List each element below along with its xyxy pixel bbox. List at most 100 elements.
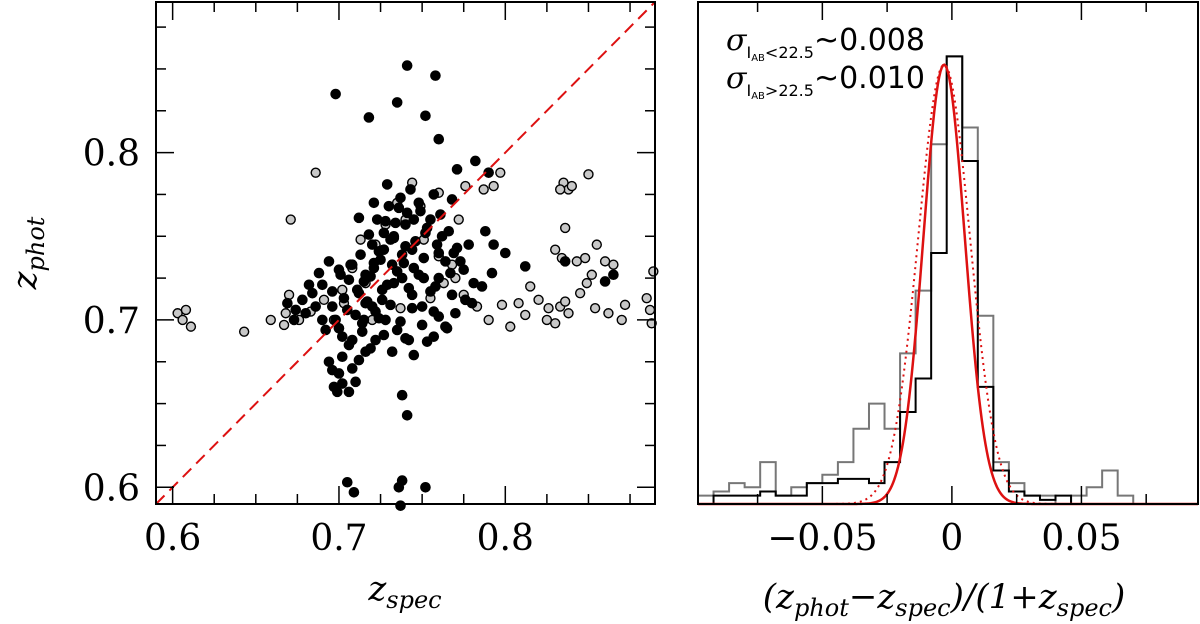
scatter-point-bright xyxy=(401,207,413,219)
scatter-point-faint xyxy=(478,184,489,195)
y-axis-label: zphot xyxy=(5,216,50,290)
y-axis-label-base: z xyxy=(5,270,45,290)
scatter-point-faint xyxy=(395,303,406,314)
histogram-x-axis-label: (zphot−zspec)/(1+zspec) xyxy=(763,577,1125,622)
scatter-point-bright xyxy=(336,378,348,389)
scatter-point-bright xyxy=(350,309,361,321)
scatter-point-faint xyxy=(554,184,566,195)
y-tick-label: 0.6 xyxy=(83,468,140,509)
gaussian-fit-faint xyxy=(698,63,1198,505)
scatter-point-faint xyxy=(505,321,516,332)
scatter-point-bright xyxy=(486,267,498,279)
scatter-point-bright xyxy=(401,60,413,71)
scatter-point-bright xyxy=(378,227,390,239)
scatter-point-faint xyxy=(285,214,296,225)
scatter-point-bright xyxy=(343,274,355,286)
scatter-point-bright xyxy=(383,200,395,212)
scatter-point-bright xyxy=(341,304,353,316)
hist-x-tick-label: 0 xyxy=(940,518,963,559)
scatter-point-bright xyxy=(433,133,445,145)
scatter-point-faint xyxy=(513,298,524,309)
scatter-point-bright xyxy=(300,307,312,319)
scatter-point-bright xyxy=(330,314,341,326)
legend-bright-subsub: AB xyxy=(751,53,765,64)
scatter-point-bright xyxy=(470,155,481,167)
scatter-point-faint xyxy=(495,167,506,178)
scatter-point-bright xyxy=(370,306,381,317)
scatter-point-bright xyxy=(406,302,418,314)
legend-faint: σIAB>22.5~0.010 xyxy=(726,61,925,102)
scatter-point-bright xyxy=(420,481,431,493)
scatter-point-bright xyxy=(346,334,358,346)
scatter-point-bright xyxy=(476,281,488,292)
scatter-point-bright xyxy=(341,476,353,488)
scatter-point-bright xyxy=(303,279,315,291)
scatter-point-faint xyxy=(283,289,295,301)
scatter-point-faint xyxy=(278,319,290,331)
y-axis-label-sub: phot xyxy=(22,216,50,271)
scatter-point-faint xyxy=(616,314,627,326)
scatter-point-bright xyxy=(336,351,348,363)
scatter-point-bright xyxy=(390,217,401,229)
x-tick-label: 0.8 xyxy=(477,518,534,559)
scatter-point-bright xyxy=(370,334,381,346)
scatter-point-faint xyxy=(583,169,594,180)
scatter-point-faint xyxy=(355,234,366,245)
scatter-point-faint xyxy=(543,303,554,314)
scatter-point-faint xyxy=(566,180,578,192)
scatter-point-faint xyxy=(644,304,656,316)
scatter-point-bright xyxy=(398,257,410,269)
scatter-point-faint xyxy=(579,252,591,264)
legend-faint-sigma: σ xyxy=(726,61,748,96)
hist-x-tick-label: 0.05 xyxy=(1041,518,1121,559)
scatter-point-faint xyxy=(589,303,601,314)
scatter-point-bright xyxy=(446,194,458,205)
scatter-point-faint xyxy=(563,308,574,319)
scatter-point-bright xyxy=(395,192,406,204)
scatter-point-faint xyxy=(533,294,544,306)
x-axis-label-sub: spec xyxy=(386,586,441,614)
scatter-point-bright xyxy=(418,272,430,284)
scatter-point-bright xyxy=(355,249,366,260)
x-axis-label: zspec xyxy=(367,569,441,614)
scatter-point-bright xyxy=(445,267,456,279)
scatter-point-bright xyxy=(327,286,338,297)
scatter-point-bright xyxy=(403,334,415,346)
hx-open: ( xyxy=(763,577,777,617)
hx-spec1: spec xyxy=(895,594,950,622)
scatter-point-bright xyxy=(327,301,338,312)
scatter-point-bright xyxy=(323,356,335,368)
scatter-point-bright xyxy=(333,264,345,276)
scatter-point-bright xyxy=(408,349,420,361)
scatter-point-bright xyxy=(345,259,356,271)
hx-mid: )/(1+ xyxy=(950,577,1039,617)
legend-faint-value: ~0.010 xyxy=(814,61,925,96)
scatter-point-bright xyxy=(360,346,371,358)
scatter-point-bright xyxy=(608,269,619,281)
legend-faint-cond: >22.5 xyxy=(765,81,814,100)
scatter-point-bright xyxy=(405,184,416,195)
scatter-x-tick-labels: 0.6 0.7 0.8 xyxy=(144,518,534,559)
scatter-point-bright xyxy=(381,179,393,190)
hx-z3: z xyxy=(1038,577,1058,617)
scatter-point-bright xyxy=(376,294,388,306)
hx-z2: z xyxy=(876,577,896,617)
scatter-point-bright xyxy=(380,314,391,326)
scatter-y-tick-labels: 0.6 0.7 0.8 xyxy=(83,134,140,510)
scatter-point-faint xyxy=(265,314,276,326)
scatter-point-bright xyxy=(391,324,403,336)
scatter-point-bright xyxy=(483,167,494,178)
scatter-point-faint xyxy=(550,318,561,329)
histogram-x-tick-labels: −0.05 0 0.05 xyxy=(767,518,1121,559)
scatter-point-bright xyxy=(376,284,388,296)
scatter-point-bright xyxy=(393,481,405,493)
scatter-point-bright xyxy=(388,277,400,289)
scatter-point-bright xyxy=(446,289,458,301)
scatter-point-bright xyxy=(348,486,360,498)
histogram-bright xyxy=(698,55,1196,505)
scatter-point-bright xyxy=(408,262,420,274)
hx-phot: phot xyxy=(794,594,849,622)
scatter-point-bright xyxy=(396,389,408,401)
scatter-point-faint xyxy=(619,299,631,311)
scatter-point-bright xyxy=(353,212,365,224)
